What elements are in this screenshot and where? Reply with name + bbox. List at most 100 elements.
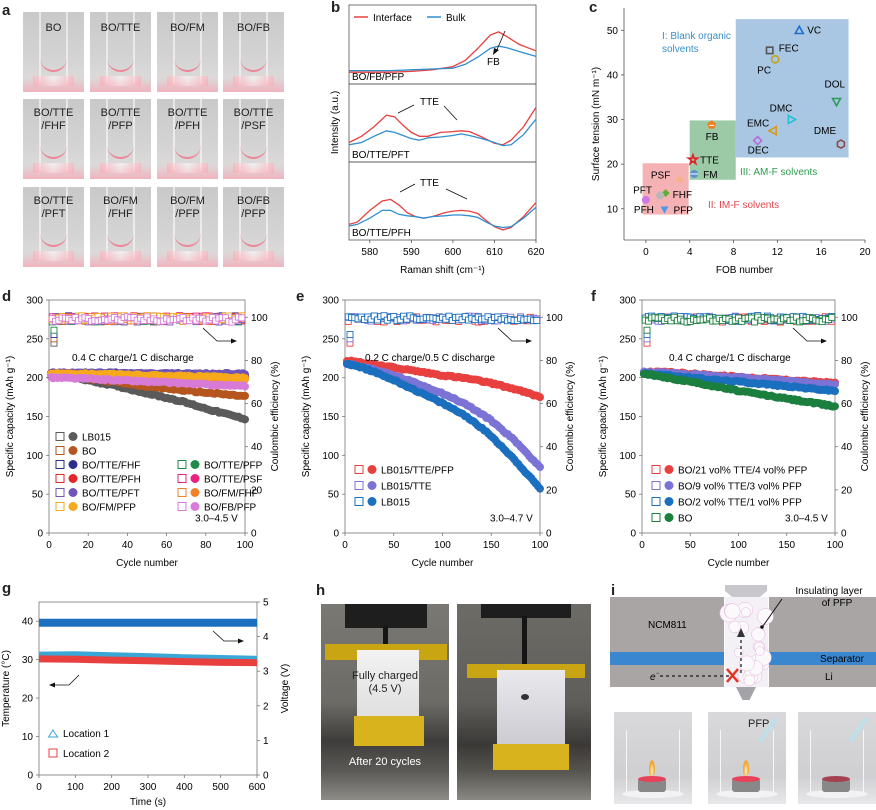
x-tick-label: 610: [486, 247, 503, 258]
voltage-range: 3.0–4.7 V: [490, 513, 533, 524]
y2-tick-label: 60: [546, 399, 558, 410]
vial-label-line: /FHF: [41, 120, 66, 132]
vial-meniscus: [107, 233, 134, 247]
x-tick-label: 60: [161, 540, 173, 551]
panel-i-beaker-photos: PFP: [610, 712, 876, 810]
vial-meniscus: [174, 233, 201, 247]
arrow-tte-left: [397, 104, 415, 114]
legend-ce-marker: [177, 488, 187, 497]
vial-label: BO/TTE/PFH: [157, 107, 218, 133]
photo1-caption: After 20 cycles: [348, 756, 422, 768]
legend-label: BO/FM/FHF: [204, 489, 258, 500]
triangle-down-filled-marker: [660, 206, 669, 214]
pfp-bubble: [755, 646, 765, 656]
legend-capacity-marker: [190, 488, 200, 497]
pfp-bubble: [741, 607, 751, 618]
vial-label-line: /PFH: [174, 120, 201, 132]
x-tick-label: 20: [83, 540, 95, 551]
legend-label: LB015/TTE/PFP: [381, 466, 454, 477]
triangle-down-marker: [831, 97, 842, 108]
electron-label: e: [650, 672, 656, 683]
vial-base: [100, 76, 141, 86]
y2-tick-label: 3: [263, 667, 269, 678]
vial-photo: BO/TTE/PFT: [23, 187, 84, 267]
legend-label: BO: [678, 514, 693, 525]
y2-tick-label: 0: [546, 529, 552, 540]
point-label-vc: VC: [807, 25, 821, 36]
point-label-fhf: FHF: [673, 190, 692, 201]
vial-label: BO/TTE/PFP: [90, 107, 151, 133]
vial-base: [233, 76, 274, 86]
pointer-dot: [760, 625, 764, 629]
vial-base: [233, 251, 274, 261]
legend-label: BO/TTE/PFP: [204, 461, 263, 472]
y-tick-label: 50: [625, 490, 637, 501]
x-tick-label: 0: [36, 782, 42, 793]
y2-tick-label: 80: [546, 356, 558, 367]
x-tick-label: 100: [67, 782, 84, 793]
subplot-label: BO/FB/PFP: [352, 72, 405, 83]
anode-right: [769, 665, 876, 687]
panel-h-photo-2: [457, 604, 591, 800]
circle-marker: [770, 54, 780, 64]
point-label-tte: TTE: [700, 156, 719, 167]
y-tick-label: 150: [619, 412, 636, 423]
legend-ce-marker: [177, 460, 187, 469]
voltage-range: 3.0–4.5 V: [785, 513, 828, 524]
y-tick-label: 40: [607, 70, 619, 81]
legend-capacity-marker: [190, 502, 200, 511]
legend-capacity-marker: [367, 465, 377, 474]
y-tick-label: 300: [619, 296, 636, 307]
series-line-bulk: [348, 118, 537, 147]
annotation-fb: FB: [487, 57, 500, 68]
vial-label: BO: [23, 22, 84, 35]
legend-capacity-marker: [367, 497, 377, 506]
point-dme: [836, 139, 846, 150]
panel-letter-i: i: [611, 582, 616, 599]
annotation-tte: TTE: [420, 97, 439, 108]
legend-label: LB015/TTE: [381, 482, 432, 493]
x-tick-label: 4: [687, 247, 693, 258]
point-label-fb: FB: [706, 132, 719, 143]
condition-annotation: 0.4 C charge/1 C discharge: [669, 353, 791, 364]
vial-label: BO/TTE: [90, 22, 151, 35]
y-tick-label: 50: [607, 26, 619, 37]
point-label-dme: DME: [814, 126, 837, 137]
y2-axis-label: Voltage (V): [280, 664, 291, 713]
x-tick-label: 300: [140, 782, 157, 793]
pfp-bubble: [733, 647, 744, 658]
point-label-fm: FM: [703, 170, 717, 181]
pointer-line: [762, 598, 783, 627]
voltage-arrow: [212, 630, 240, 642]
panel-letter-h: h: [316, 582, 326, 599]
chart-f-cycling: 0 50 100 150 1000501001502002503000204060801…: [598, 296, 871, 570]
legend-capacity-marker: [664, 513, 674, 522]
y2-tick-label: 5: [263, 598, 269, 609]
vial-base: [33, 251, 74, 261]
vial-base: [33, 163, 74, 173]
x-axis-label: Cycle number: [708, 558, 770, 569]
y-tick-label: 0: [27, 771, 33, 782]
y-tick-label: 100: [322, 451, 339, 462]
temperature-arrow: [53, 674, 80, 686]
panel-a-vial-grid: BO BO/TTE BO/FM BO/FB BO/TTE/FHF BO/TTE/PFP BO…: [0, 0, 300, 290]
point-label-pft: PFT: [633, 185, 652, 196]
arrow-head: [49, 682, 55, 688]
vial-label: BO/FB/PFP: [223, 195, 284, 221]
y-tick-label: 50: [32, 490, 44, 501]
voltage-range: 3.0–4.5 V: [195, 513, 238, 524]
y2-tick-label: 80: [251, 356, 263, 367]
x-tick-label: 8: [731, 247, 737, 258]
ce-point-early: [643, 326, 651, 334]
y-axis-label: Specific capacity (mAh g⁻¹): [598, 356, 609, 477]
legend-capacity-marker: [68, 460, 78, 469]
panel-letter-b: b: [331, 0, 341, 16]
nail-holder: [481, 604, 571, 618]
legend-capacity-marker: [68, 446, 78, 455]
photo1-label-line1: Fully charged: [351, 670, 419, 682]
arrow-head: [231, 338, 237, 344]
x-tick-label: 80: [200, 540, 212, 551]
legend-capacity-marker: [367, 481, 377, 490]
vial-label: BO/TTE/PSF: [223, 107, 284, 133]
legend-ce-marker: [651, 481, 661, 490]
